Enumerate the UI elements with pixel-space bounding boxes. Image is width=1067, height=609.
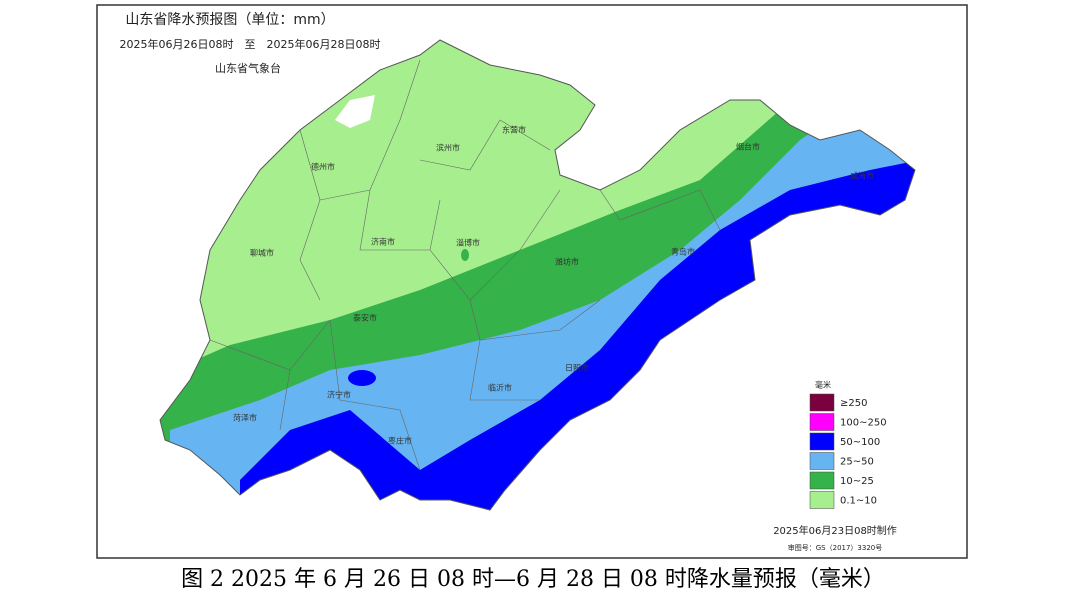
legend-swatch [809, 452, 835, 470]
map-title: 山东省降水预报图（单位：mm） [125, 12, 334, 28]
approval-note: 审图号：GS（2017）3320号 [788, 543, 883, 552]
legend-label: 100~250 [840, 418, 887, 429]
city-label: 泰安市 [353, 313, 377, 323]
city-label: 烟台市 [736, 142, 760, 152]
legend-swatch [809, 393, 835, 412]
legend-swatch [809, 413, 835, 431]
legend-label: 25~50 [840, 457, 874, 468]
city-label: 潍坊市 [555, 257, 579, 267]
map-issuer: 山东省气象台 [215, 61, 281, 75]
city-label: 聊城市 [250, 248, 274, 258]
legend: 毫米 ≥250 100~250 50~100 25~50 10~25 0.1~10 [809, 380, 887, 509]
legend-label: 10~25 [840, 476, 874, 487]
city-label: 青岛市 [671, 247, 695, 257]
city-label: 日照市 [565, 363, 589, 373]
legend-label: 50~100 [840, 437, 880, 448]
legend-swatch [809, 471, 835, 490]
city-label: 临沂市 [488, 383, 512, 393]
city-label: 济南市 [371, 237, 395, 247]
province-outline [159, 39, 916, 511]
map-period: 2025年06月26日08时 至 2025年06月28日08时 [120, 37, 381, 51]
city-label: 枣庄市 [388, 436, 412, 446]
city-label: 东营市 [502, 125, 526, 135]
city-borders [209, 59, 721, 471]
legend-label: 0.1~10 [840, 496, 877, 507]
legend-swatch [809, 491, 835, 509]
city-label: 菏泽市 [233, 413, 257, 423]
city-label: 德州市 [311, 162, 335, 172]
city-label: 威海市 [850, 171, 874, 181]
figure-caption: 图 2 2025 年 6 月 26 日 08 时—6 月 28 日 08 时降水… [181, 567, 885, 592]
legend-label: ≥250 [840, 398, 867, 409]
city-label: 济宁市 [327, 390, 351, 400]
made-note: 2025年06月23日08时制作 [773, 524, 897, 537]
city-label: 滨州市 [436, 143, 460, 153]
legend-swatch [809, 432, 835, 451]
legend-title: 毫米 [815, 380, 831, 390]
city-label: 淄博市 [456, 238, 480, 248]
